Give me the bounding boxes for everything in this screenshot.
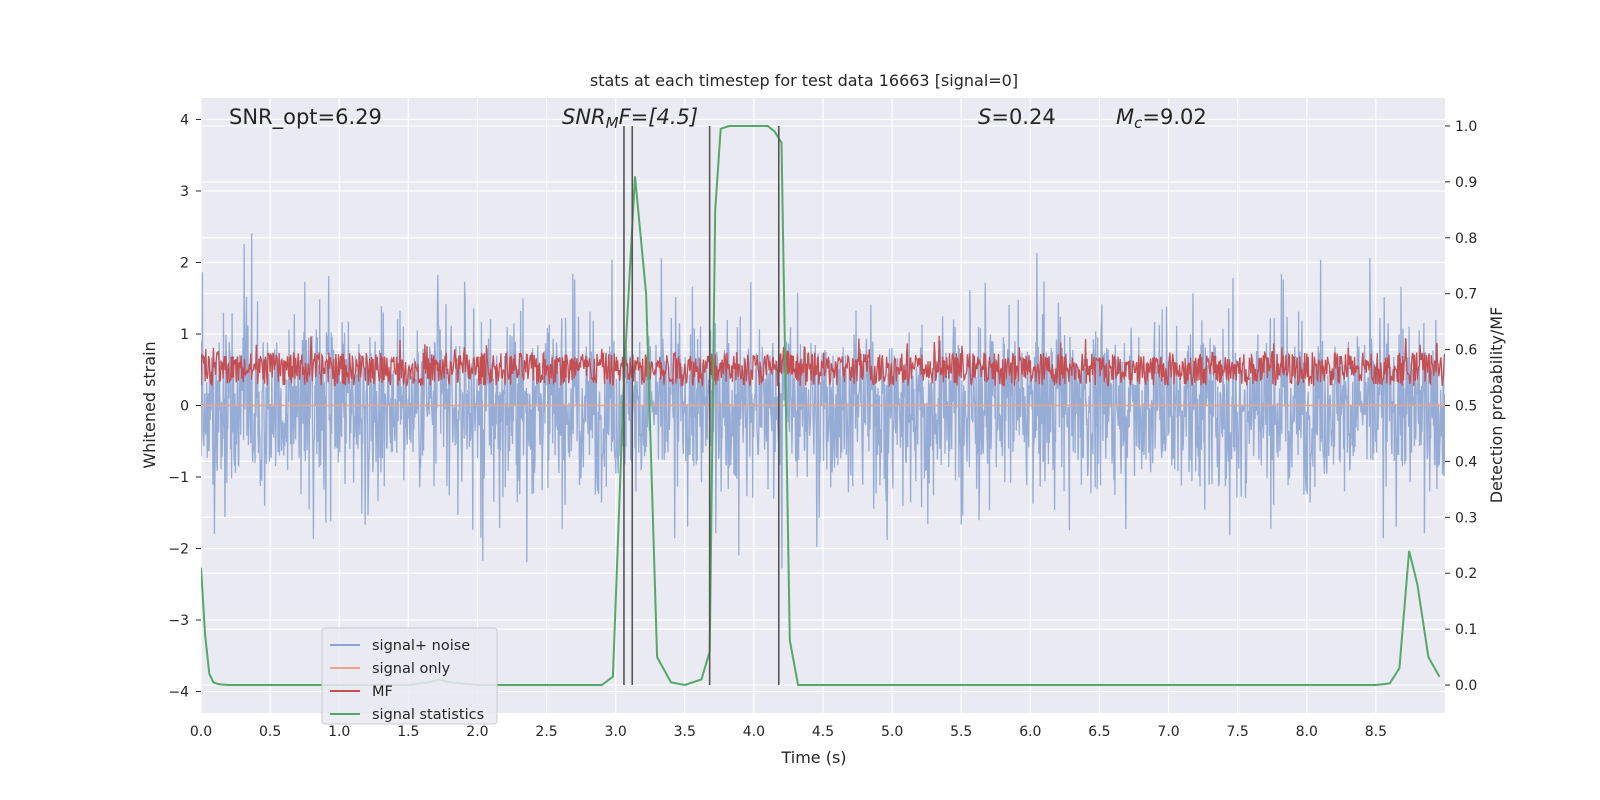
y-tick-label-left: −3 bbox=[168, 613, 189, 629]
y-tick-label-left: 2 bbox=[180, 255, 189, 271]
y-tick-label-right: 0.8 bbox=[1455, 231, 1477, 247]
annotation-mc-value: =9.02 bbox=[1142, 105, 1206, 129]
y-tick-label-right: 0.3 bbox=[1455, 510, 1477, 526]
x-tick-label: 3.5 bbox=[674, 724, 696, 740]
y-tick-label-left: −1 bbox=[168, 470, 189, 486]
x-tick-label: 5.5 bbox=[950, 724, 972, 740]
x-tick-label: 0.0 bbox=[190, 724, 212, 740]
annotation-snr-mf: SNRMF=[4.5] bbox=[562, 105, 698, 132]
x-tick-label: 5.0 bbox=[881, 724, 903, 740]
y-axis-right: 1.0 0.9 0.8 0.7 0.6 0.5 0.4 0.3 0.2 0.1 0.0 bbox=[1445, 119, 1477, 694]
y-tick-label-right: 0.5 bbox=[1455, 399, 1477, 415]
x-tick-label: 6.5 bbox=[1088, 724, 1110, 740]
x-tick-label: 1.5 bbox=[397, 724, 419, 740]
y-axis-right-label: Detection probability/MF bbox=[1487, 307, 1506, 504]
x-axis: 0.0 0.5 1.0 1.5 2.0 2.5 3.0 3.5 4.0 4.5 5.0 5.5 6.0 6… bbox=[190, 724, 1387, 740]
y-tick-label-right: 0.0 bbox=[1455, 678, 1477, 694]
x-tick-label: 8.0 bbox=[1296, 724, 1318, 740]
annotation-snr-mf-rest: F=[4.5] bbox=[619, 105, 698, 129]
annotation-spin-symbol: S bbox=[978, 105, 991, 129]
y-tick-label-left: 0 bbox=[180, 399, 189, 415]
y-tick-label-right: 0.4 bbox=[1455, 454, 1477, 470]
y-tick-label-left: 3 bbox=[180, 184, 189, 200]
y-tick-label-left: −4 bbox=[168, 685, 189, 701]
annotation-spin: S=0.24 bbox=[978, 105, 1056, 129]
annotation-mc-sub: c bbox=[1134, 114, 1143, 132]
legend: signal+ noise signal only MF signal statist… bbox=[321, 627, 498, 725]
y-tick-label-right: 0.2 bbox=[1455, 566, 1477, 582]
y-tick-label-right: 0.6 bbox=[1455, 343, 1477, 359]
x-axis-label: Time (s) bbox=[780, 748, 846, 767]
x-tick-label: 6.0 bbox=[1019, 724, 1041, 740]
legend-label: signal+ noise bbox=[372, 638, 470, 654]
annotation-snr-opt: SNR_opt=6.29 bbox=[229, 105, 382, 130]
y-tick-label-right: 0.1 bbox=[1455, 622, 1477, 638]
annotation-spin-value: =0.24 bbox=[991, 105, 1055, 129]
y-tick-label-left: 1 bbox=[180, 327, 189, 343]
x-tick-label: 1.0 bbox=[328, 724, 350, 740]
y-tick-label-right: 0.9 bbox=[1455, 175, 1477, 191]
x-tick-label: 3.0 bbox=[605, 724, 627, 740]
annotation-chirp-mass: Mc=9.02 bbox=[1116, 105, 1207, 132]
legend-box bbox=[321, 627, 498, 725]
x-tick-label: 8.5 bbox=[1365, 724, 1387, 740]
detection-markers bbox=[623, 125, 780, 686]
legend-label: signal only bbox=[372, 661, 451, 677]
x-tick-label: 2.5 bbox=[535, 724, 557, 740]
x-tick-label: 7.5 bbox=[1227, 724, 1249, 740]
legend-label: signal statistics bbox=[372, 707, 484, 723]
y-tick-label-left: −2 bbox=[168, 542, 189, 558]
y-tick-label-right: 1.0 bbox=[1455, 119, 1477, 135]
x-tick-label: 4.0 bbox=[743, 724, 765, 740]
y-axis-left-label: Whitened strain bbox=[140, 341, 159, 468]
legend-label: MF bbox=[372, 684, 393, 700]
x-tick-label: 2.0 bbox=[466, 724, 488, 740]
series-mf bbox=[201, 335, 1445, 388]
x-tick-label: 4.5 bbox=[812, 724, 834, 740]
signal-statistics-line bbox=[201, 125, 1441, 687]
x-tick-label: 0.5 bbox=[259, 724, 281, 740]
annotation-mc-symbol: M bbox=[1116, 105, 1134, 129]
annotation-snr-mf-sub: M bbox=[606, 114, 619, 132]
x-tick-label: 7.0 bbox=[1157, 724, 1179, 740]
y-tick-label-right: 0.7 bbox=[1455, 287, 1477, 303]
series-signal-statistics bbox=[201, 125, 1441, 687]
annotation-snr-mf-base: SNR bbox=[562, 105, 606, 129]
mf-line bbox=[201, 335, 1445, 388]
y-tick-label-left: 4 bbox=[180, 112, 189, 128]
y-axis-left: 4 3 2 1 0 −1 −2 −3 −4 bbox=[168, 112, 201, 701]
chart-title: stats at each timestep for test data 166… bbox=[590, 71, 1018, 90]
